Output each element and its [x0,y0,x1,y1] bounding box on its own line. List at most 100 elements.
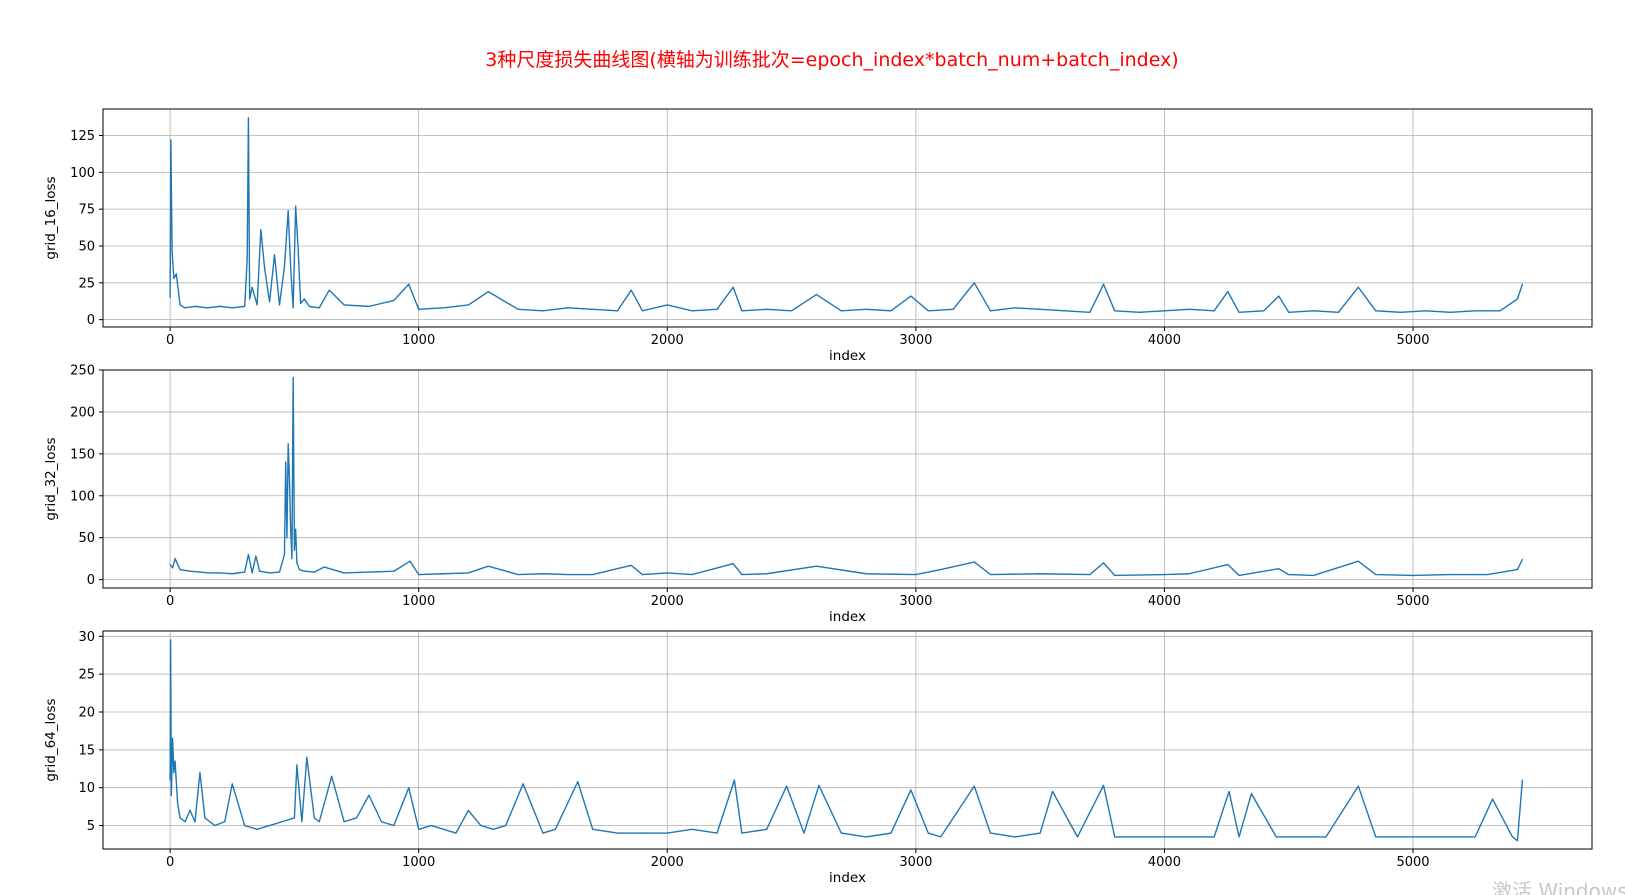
data-point [786,785,788,787]
data-point [1357,286,1359,288]
data-point [691,310,693,312]
data-point [1424,310,1427,312]
data-point [418,308,420,310]
data-point [291,558,293,560]
data-point [278,571,281,573]
data-point [1102,784,1105,787]
data-point [1474,310,1476,312]
data-point [732,286,734,288]
data-point [592,573,594,576]
x-tick-label: 2000 [651,333,684,348]
data-point [189,570,191,572]
data-point [281,821,283,823]
data-point [255,555,257,557]
data-point [741,310,743,312]
data-point [171,251,173,253]
data-point [297,248,299,250]
data-point [176,802,179,804]
series-line-2 [169,376,1524,577]
data-point [910,295,912,297]
data-point [184,821,186,823]
data-point [766,308,768,310]
data-point [1300,836,1302,838]
data-point [1449,573,1451,576]
data-point [251,286,253,288]
data-point [1275,836,1277,838]
data-point [1516,298,1519,300]
data-point [815,565,818,567]
data-point [173,771,175,774]
y-tick-label: 5 [87,819,95,834]
y-tick-label: 100 [70,166,95,181]
data-point [442,307,445,309]
data-point [231,783,233,785]
data-point [1114,836,1116,838]
windows-activation-watermark: 激活 Windows [1492,879,1625,895]
data-point [940,836,942,838]
data-point [815,293,818,296]
data-point [666,572,668,574]
data-point [1163,836,1166,838]
y-tick-label: 50 [78,239,95,254]
y-tick-label: 200 [70,405,95,420]
x-tick-label: 4000 [1148,855,1181,870]
data-point [554,828,557,830]
x-tick-label: 3000 [899,333,932,348]
data-point [467,572,470,574]
y-tick-label: 0 [87,573,95,588]
x-tick-label: 2000 [651,594,684,609]
data-point [172,567,174,569]
data-point [522,783,524,785]
data-point [179,568,181,571]
data-point [467,304,470,306]
y-tick-label: 25 [78,276,95,291]
data-point [865,836,867,838]
y-tick-label: 250 [70,364,95,379]
data-point [169,563,171,566]
data-point [393,570,395,572]
data-point [318,307,320,309]
data-point [716,308,718,310]
data-point [368,305,370,307]
data-point [1516,840,1519,842]
data-point [298,568,300,571]
data-point [368,571,370,573]
data-point [1424,836,1427,838]
data-point [408,787,410,789]
data-point [1511,836,1514,838]
x-tick-label: 5000 [1396,855,1429,870]
data-point [418,573,420,576]
data-point [1114,310,1116,312]
data-point [1188,836,1190,838]
data-point [1521,779,1523,781]
data-point [169,779,171,781]
data-point [430,824,432,827]
data-point [300,302,302,305]
data-point [480,824,482,827]
subplot-3: 0 1000 2000 3000 4000 5000 5 10 15 20 25 30 index gri… [43,630,1593,886]
data-point [318,821,320,823]
data-point [927,832,929,834]
data-point [173,277,175,279]
data-point [287,443,289,445]
data-point [442,828,445,830]
data-point [292,376,294,379]
y-tick-label: 25 [78,668,95,683]
data-point [989,832,992,834]
data-point [1238,836,1240,838]
data-point [1250,793,1253,795]
data-point [630,564,632,566]
data-point [231,307,233,309]
data-point [303,570,305,572]
data-point [1278,295,1280,297]
data-point [1263,310,1265,312]
data-point [1227,291,1229,293]
data-point [295,205,297,207]
data-point [1213,310,1215,312]
data-point [1449,836,1451,838]
data-point [910,789,912,791]
data-point [368,794,370,796]
data-point [343,304,345,306]
data-point [1312,310,1315,312]
x-axis-label: index [829,870,866,886]
